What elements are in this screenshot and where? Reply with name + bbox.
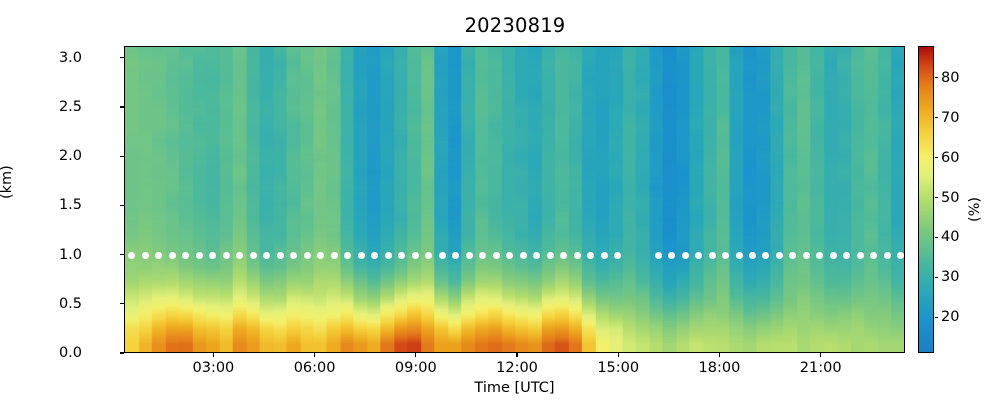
colorbar-tick-mark xyxy=(934,157,939,159)
colorbar xyxy=(918,46,934,353)
colorbar-tick-mark xyxy=(934,236,939,238)
y-tick-label: 0.0 xyxy=(58,345,82,361)
x-tick-label: 12:00 xyxy=(496,360,538,376)
x-tick-mark xyxy=(617,353,619,357)
colorbar-tick-label: 40 xyxy=(941,229,960,246)
x-tick-mark xyxy=(415,353,417,357)
x-tick-mark xyxy=(718,353,720,357)
x-tick-label: 21:00 xyxy=(799,360,842,376)
y-tick-mark xyxy=(120,254,124,256)
colorbar-tick-mark xyxy=(934,316,939,318)
colorbar-tick-mark xyxy=(934,117,939,119)
x-tick-label: 03:00 xyxy=(192,360,235,376)
colorbar-tick-label: 30 xyxy=(941,269,960,286)
y-axis-label: (km) xyxy=(0,165,15,199)
colorbar-label: (%) xyxy=(967,196,983,222)
colorbar-gradient xyxy=(919,47,933,352)
y-tick-mark xyxy=(120,303,124,305)
x-axis-label: Time [UTC] xyxy=(474,380,555,396)
x-tick-mark xyxy=(820,353,822,357)
figure-title: 20230819 xyxy=(464,14,566,37)
colorbar-tick-label: 50 xyxy=(941,189,960,206)
x-tick-label: 18:00 xyxy=(698,360,741,376)
y-tick-mark xyxy=(120,352,124,354)
x-tick-mark xyxy=(212,353,214,357)
x-tick-label: 09:00 xyxy=(394,360,437,376)
heatmap-plot-area xyxy=(124,46,905,353)
y-tick-label: 2.0 xyxy=(58,148,82,165)
x-tick-label: 06:00 xyxy=(293,360,336,376)
y-tick-label: 3.0 xyxy=(58,49,82,66)
y-tick-mark xyxy=(120,155,124,157)
y-tick-mark xyxy=(120,57,124,59)
y-tick-mark xyxy=(120,204,124,206)
y-tick-label: 1.5 xyxy=(58,197,82,214)
x-tick-mark xyxy=(314,353,316,357)
heatmap-image xyxy=(125,47,904,352)
y-tick-label: 0.5 xyxy=(58,295,82,312)
colorbar-tick-mark xyxy=(934,276,939,278)
y-tick-label: 1.0 xyxy=(58,246,82,263)
colorbar-tick-label: 80 xyxy=(941,69,960,86)
x-tick-label: 15:00 xyxy=(597,360,640,376)
colorbar-tick-mark xyxy=(934,77,939,79)
colorbar-tick-label: 20 xyxy=(941,309,960,326)
x-tick-mark xyxy=(516,353,518,357)
colorbar-tick-label: 70 xyxy=(941,109,960,126)
colorbar-tick-label: 60 xyxy=(941,149,960,166)
y-tick-mark xyxy=(120,106,124,108)
colorbar-tick-mark xyxy=(934,196,939,199)
y-tick-label: 2.5 xyxy=(58,99,82,115)
